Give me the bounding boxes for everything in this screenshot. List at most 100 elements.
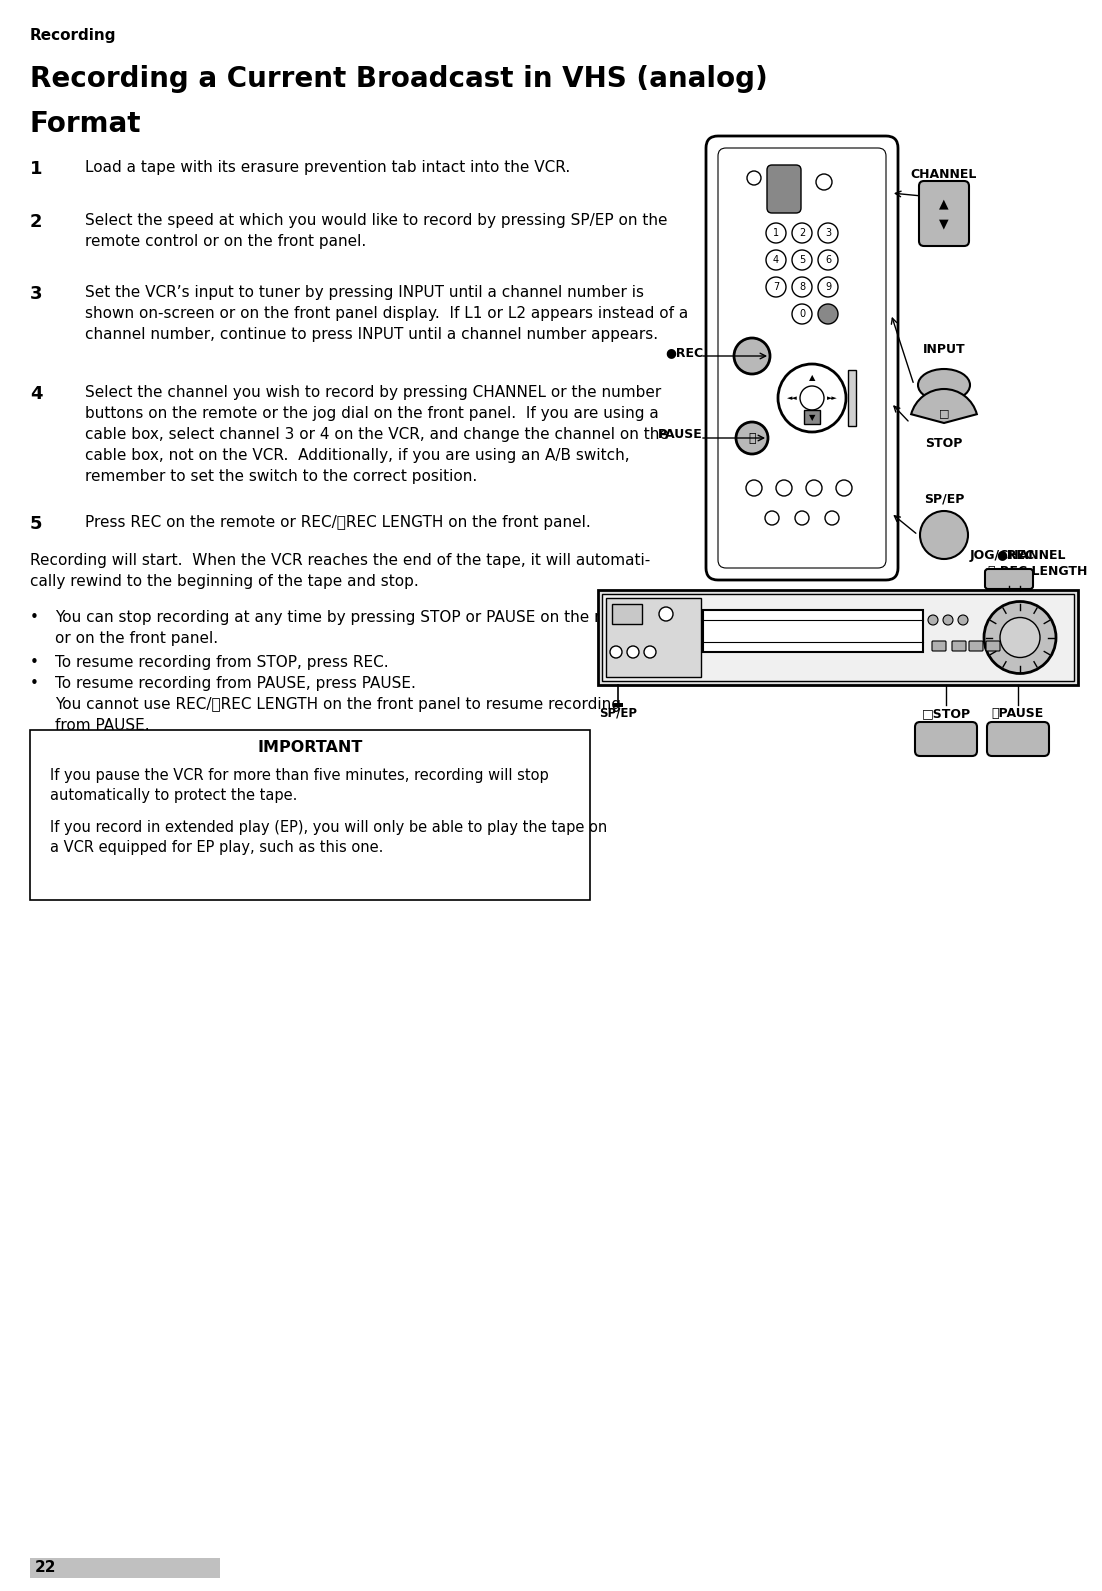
- Bar: [30, 730, 590, 901]
- Circle shape: [747, 170, 761, 185]
- Circle shape: [746, 480, 761, 496]
- Text: ▲: ▲: [939, 197, 949, 210]
- Text: Format: Format: [30, 110, 141, 138]
- Text: 0: 0: [799, 309, 806, 320]
- Text: ⒲ REC LENGTH: ⒲ REC LENGTH: [988, 565, 1088, 578]
- Circle shape: [792, 304, 812, 325]
- Text: STOP: STOP: [926, 438, 963, 450]
- Bar: [612, 605, 642, 624]
- Bar: [703, 609, 923, 652]
- Text: ▼: ▼: [809, 414, 815, 423]
- Text: •: •: [30, 609, 39, 625]
- FancyBboxPatch shape: [952, 641, 966, 651]
- Text: 3: 3: [30, 285, 43, 302]
- Text: 9: 9: [825, 282, 831, 293]
- Text: 5: 5: [799, 255, 806, 266]
- Text: ◄◄: ◄◄: [787, 395, 798, 401]
- Text: 2: 2: [30, 213, 43, 231]
- Circle shape: [644, 646, 656, 659]
- Text: 7: 7: [773, 282, 779, 293]
- Text: ⏸PAUSE: ⏸PAUSE: [992, 706, 1044, 721]
- Text: 2: 2: [799, 228, 806, 239]
- FancyBboxPatch shape: [987, 722, 1049, 756]
- Bar: [613, 703, 623, 706]
- Text: Recording will start.  When the VCR reaches the end of the tape, it will automat: Recording will start. When the VCR reach…: [30, 554, 650, 589]
- Text: Set the VCR’s input to tuner by pressing INPUT until a channel number is
shown o: Set the VCR’s input to tuner by pressing…: [85, 285, 689, 342]
- Text: IMPORTANT: IMPORTANT: [257, 740, 363, 756]
- FancyBboxPatch shape: [985, 570, 1033, 589]
- Text: ▲: ▲: [809, 374, 815, 382]
- Text: 5: 5: [30, 515, 43, 533]
- Circle shape: [766, 250, 786, 270]
- Wedge shape: [911, 390, 976, 423]
- Text: Load a tape with its erasure prevention tab intact into the VCR.: Load a tape with its erasure prevention …: [85, 161, 570, 175]
- Text: □: □: [939, 407, 949, 418]
- Circle shape: [818, 304, 838, 325]
- Text: 22: 22: [35, 1561, 56, 1575]
- FancyBboxPatch shape: [767, 165, 801, 213]
- Bar: [598, 590, 1078, 686]
- Circle shape: [766, 223, 786, 243]
- Text: PAUSE: PAUSE: [658, 428, 703, 441]
- Ellipse shape: [918, 369, 970, 401]
- Bar: [849, 371, 856, 426]
- Circle shape: [736, 422, 768, 453]
- Circle shape: [627, 646, 639, 659]
- Circle shape: [818, 223, 838, 243]
- Text: a VCR equipped for EP play, such as this one.: a VCR equipped for EP play, such as this…: [50, 840, 383, 854]
- Circle shape: [825, 511, 839, 525]
- Circle shape: [776, 480, 792, 496]
- Bar: [602, 593, 1074, 681]
- Text: CHANNEL: CHANNEL: [911, 169, 977, 181]
- Text: INPUT: INPUT: [922, 344, 965, 356]
- Text: □STOP: □STOP: [921, 706, 971, 721]
- FancyBboxPatch shape: [919, 181, 969, 247]
- Text: 6: 6: [825, 255, 831, 266]
- Text: 1: 1: [30, 161, 43, 178]
- Text: If you pause the VCR for more than five minutes, recording will stop: If you pause the VCR for more than five …: [50, 768, 549, 783]
- Text: Recording: Recording: [30, 29, 117, 43]
- Text: ►►: ►►: [826, 395, 838, 401]
- Circle shape: [943, 616, 953, 625]
- Circle shape: [818, 250, 838, 270]
- Circle shape: [792, 223, 812, 243]
- Bar: [804, 410, 820, 423]
- FancyBboxPatch shape: [915, 722, 977, 756]
- Text: ▼: ▼: [939, 218, 949, 231]
- Text: Recording a Current Broadcast in VHS (analog): Recording a Current Broadcast in VHS (an…: [30, 65, 768, 92]
- Text: If you record in extended play (EP), you will only be able to play the tape on: If you record in extended play (EP), you…: [50, 819, 607, 835]
- Circle shape: [920, 511, 968, 558]
- Circle shape: [800, 387, 824, 410]
- FancyBboxPatch shape: [719, 148, 886, 568]
- Circle shape: [611, 646, 622, 659]
- FancyBboxPatch shape: [986, 641, 1000, 651]
- Circle shape: [778, 364, 846, 433]
- Text: ●REC: ●REC: [996, 547, 1034, 562]
- Text: 8: 8: [799, 282, 806, 293]
- Circle shape: [806, 480, 822, 496]
- Text: 4: 4: [773, 255, 779, 266]
- Circle shape: [765, 511, 779, 525]
- Text: 1: 1: [773, 228, 779, 239]
- Circle shape: [958, 616, 968, 625]
- FancyBboxPatch shape: [706, 135, 898, 581]
- Bar: [606, 598, 701, 678]
- Text: ●REC: ●REC: [665, 345, 703, 360]
- FancyBboxPatch shape: [969, 641, 983, 651]
- Text: •: •: [30, 655, 39, 670]
- Text: Select the channel you wish to record by pressing CHANNEL or the number
buttons : Select the channel you wish to record by…: [85, 385, 669, 484]
- Circle shape: [818, 277, 838, 298]
- Circle shape: [815, 173, 832, 189]
- Text: JOG/CHANNEL: JOG/CHANNEL: [970, 549, 1067, 562]
- Text: Press REC on the remote or REC/⒲REC LENGTH on the front panel.: Press REC on the remote or REC/⒲REC LENG…: [85, 515, 591, 530]
- Circle shape: [792, 277, 812, 298]
- Text: SP/EP: SP/EP: [599, 706, 637, 721]
- Text: 4: 4: [30, 385, 43, 403]
- Text: To resume recording from PAUSE, press PAUSE.
You cannot use REC/⒲REC LENGTH on t: To resume recording from PAUSE, press PA…: [55, 676, 622, 733]
- Text: ⏸: ⏸: [748, 431, 756, 444]
- Circle shape: [792, 250, 812, 270]
- Bar: [30, 1558, 220, 1578]
- Circle shape: [984, 601, 1056, 673]
- Text: To resume recording from STOP, press REC.: To resume recording from STOP, press REC…: [55, 655, 389, 670]
- Circle shape: [836, 480, 852, 496]
